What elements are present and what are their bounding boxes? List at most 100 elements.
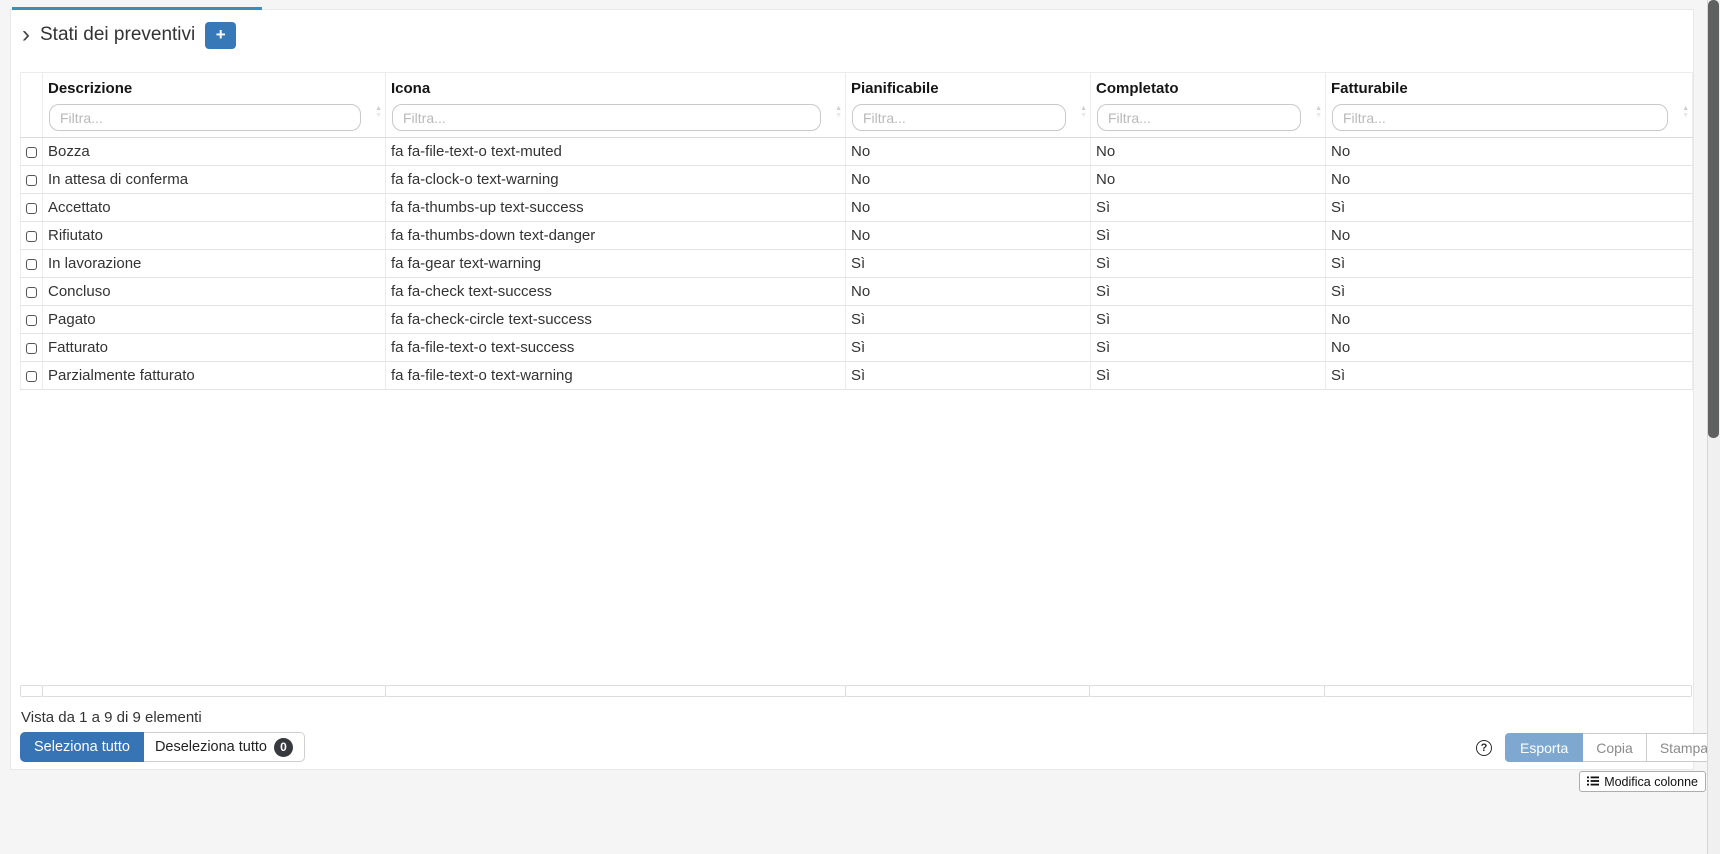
column-label-icona[interactable]: Icona <box>391 80 431 97</box>
table-row[interactable]: Parzialmente fatturato fa fa-file-text-o… <box>20 361 1693 390</box>
sort-arrows-icon[interactable]: ▲ ▼ <box>1315 105 1322 119</box>
edit-columns-label: Modifica colonne <box>1604 774 1698 789</box>
table-footer-cell <box>1324 685 1692 697</box>
table-row[interactable]: Concluso fa fa-check text-success No Sì … <box>20 277 1693 306</box>
cell-completato: Sì <box>1090 333 1326 362</box>
copy-button[interactable]: Copia <box>1583 733 1647 762</box>
cell-descrizione: Bozza <box>42 137 386 166</box>
cell-icona: fa fa-file-text-o text-warning <box>385 361 846 390</box>
cell-descrizione: Fatturato <box>42 333 386 362</box>
table-row[interactable]: In lavorazione fa fa-gear text-warning S… <box>20 249 1693 278</box>
cell-icona: fa fa-file-text-o text-muted <box>385 137 846 166</box>
cell-descrizione: Parzialmente fatturato <box>42 361 386 390</box>
scrollbar-thumb[interactable] <box>1708 0 1719 438</box>
results-summary: Vista da 1 a 9 di 9 elementi <box>21 709 202 726</box>
filter-input-completato[interactable] <box>1097 104 1301 131</box>
sort-arrows-icon[interactable]: ▲ ▼ <box>1080 105 1087 119</box>
cell-fatturabile: No <box>1325 305 1693 334</box>
column-label-descrizione[interactable]: Descrizione <box>48 80 133 97</box>
add-button[interactable]: + <box>205 21 237 49</box>
filter-input-icona[interactable] <box>392 104 821 131</box>
cell-icona: fa fa-check-circle text-success <box>385 305 846 334</box>
table-row[interactable]: In attesa di conferma fa fa-clock-o text… <box>20 165 1693 194</box>
cell-descrizione: Concluso <box>42 277 386 306</box>
column-label-completato[interactable]: Completato <box>1096 80 1179 97</box>
column-label-pianificabile[interactable]: Pianificabile <box>851 80 939 97</box>
cell-fatturabile: No <box>1325 137 1693 166</box>
help-icon[interactable]: ? <box>1476 739 1492 756</box>
row-select-cell <box>20 277 43 306</box>
cell-fatturabile: No <box>1325 221 1693 250</box>
row-select-cell <box>20 165 43 194</box>
table-row[interactable]: Fatturato fa fa-file-text-o text-success… <box>20 333 1693 362</box>
export-button[interactable]: Esporta <box>1505 733 1584 762</box>
deselect-count-badge: 0 <box>273 737 293 757</box>
column-header-descrizione: Descrizione ▲▼ <box>42 72 386 138</box>
cell-icona: fa fa-gear text-warning <box>385 249 846 278</box>
list-icon <box>1587 775 1600 789</box>
column-label-fatturabile[interactable]: Fatturabile <box>1331 80 1408 97</box>
table-footer-cell <box>384 685 846 697</box>
cell-completato: Sì <box>1090 193 1326 222</box>
row-checkbox[interactable] <box>26 174 37 186</box>
cell-pianificabile: Sì <box>845 361 1091 390</box>
cell-pianificabile: Sì <box>845 305 1091 334</box>
column-header-icona: Icona ▲▼ <box>385 72 846 138</box>
panel-header: › Stati dei preventivi + <box>22 20 237 50</box>
cell-pianificabile: No <box>845 165 1091 194</box>
filter-input-pianificabile[interactable] <box>852 104 1066 131</box>
collapse-caret-icon[interactable]: › <box>22 21 30 48</box>
sort-arrows-icon[interactable]: ▲ ▼ <box>835 105 842 119</box>
select-column-header <box>20 72 43 138</box>
filter-input-fatturabile[interactable] <box>1332 104 1668 131</box>
active-tab-indicator <box>12 7 262 10</box>
sort-arrows-icon[interactable]: ▲ ▼ <box>375 105 382 119</box>
filter-input-descrizione[interactable] <box>49 104 361 131</box>
deselect-all-label: Deseleziona tutto <box>154 739 267 755</box>
cell-descrizione: Rifiutato <box>42 221 386 250</box>
cell-completato: Sì <box>1090 361 1326 390</box>
cell-completato: No <box>1090 165 1326 194</box>
table-row[interactable]: Accettato fa fa-thumbs-up text-success N… <box>20 193 1693 222</box>
cell-icona: fa fa-file-text-o text-success <box>385 333 846 362</box>
vertical-scrollbar[interactable] <box>1707 0 1720 854</box>
row-select-cell <box>20 249 43 278</box>
cell-fatturabile: Sì <box>1325 193 1693 222</box>
row-checkbox[interactable] <box>26 146 37 158</box>
cell-completato: No <box>1090 137 1326 166</box>
row-checkbox[interactable] <box>26 230 37 242</box>
cell-completato: Sì <box>1090 249 1326 278</box>
cell-fatturabile: Sì <box>1325 361 1693 390</box>
cell-completato: Sì <box>1090 277 1326 306</box>
cell-pianificabile: Sì <box>845 333 1091 362</box>
cell-icona: fa fa-clock-o text-warning <box>385 165 846 194</box>
table-header-row: Descrizione ▲▼ Icona ▲▼ Pianificabile ▲▼… <box>20 72 1693 138</box>
edit-columns-button[interactable]: Modifica colonne <box>1579 771 1706 792</box>
row-checkbox[interactable] <box>26 286 37 298</box>
cell-descrizione: In lavorazione <box>42 249 386 278</box>
select-all-button[interactable]: Seleziona tutto <box>20 732 144 762</box>
sort-arrows-icon[interactable]: ▲ ▼ <box>1682 105 1689 119</box>
cell-icona: fa fa-check text-success <box>385 277 846 306</box>
row-select-cell <box>20 361 43 390</box>
table-row[interactable]: Rifiutato fa fa-thumbs-down text-danger … <box>20 221 1693 250</box>
cell-pianificabile: No <box>845 221 1091 250</box>
deselect-all-button[interactable]: Deseleziona tutto 0 <box>143 732 305 762</box>
row-select-cell <box>20 333 43 362</box>
cell-fatturabile: No <box>1325 333 1693 362</box>
row-checkbox[interactable] <box>26 202 37 214</box>
row-checkbox[interactable] <box>26 370 37 382</box>
cell-completato: Sì <box>1090 305 1326 334</box>
cell-fatturabile: Sì <box>1325 249 1693 278</box>
table-row[interactable]: Pagato fa fa-check-circle text-success S… <box>20 305 1693 334</box>
row-checkbox[interactable] <box>26 342 37 354</box>
statuses-table: Descrizione ▲▼ Icona ▲▼ Pianificabile ▲▼… <box>20 72 1693 390</box>
column-header-completato: Completato ▲▼ <box>1090 72 1326 138</box>
export-button-group: Esporta Copia Stampa <box>1505 733 1720 762</box>
row-select-cell <box>20 305 43 334</box>
cell-completato: Sì <box>1090 221 1326 250</box>
row-checkbox[interactable] <box>26 258 37 270</box>
table-body: Bozza fa fa-file-text-o text-muted No No… <box>20 137 1693 390</box>
row-checkbox[interactable] <box>26 314 37 326</box>
table-row[interactable]: Bozza fa fa-file-text-o text-muted No No… <box>20 137 1693 166</box>
